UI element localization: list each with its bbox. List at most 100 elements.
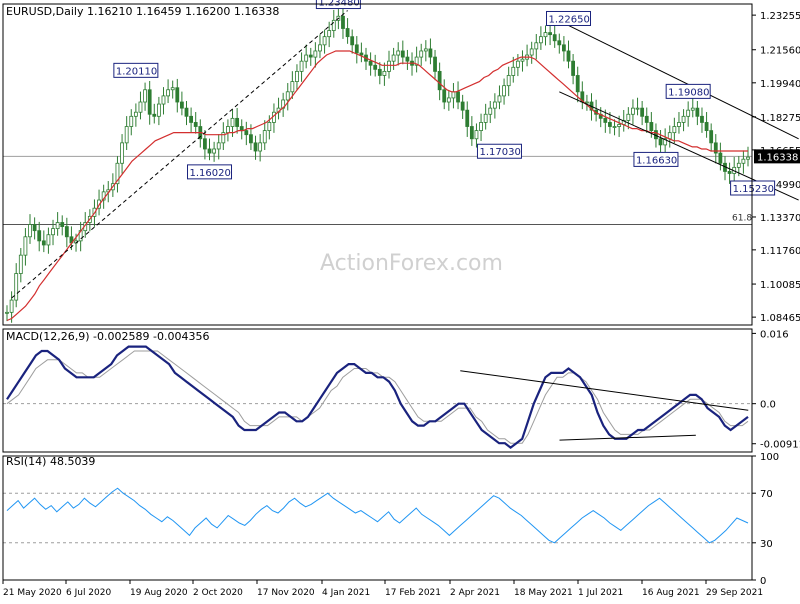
candle-body xyxy=(460,101,465,111)
candle-body xyxy=(133,111,138,117)
candle-body xyxy=(354,44,359,54)
candle-body xyxy=(538,36,543,44)
candle-body xyxy=(612,126,617,128)
candle-body xyxy=(400,50,405,58)
candle-body xyxy=(677,122,681,127)
candle-body xyxy=(18,254,23,274)
candle-body xyxy=(566,50,571,62)
candle-body xyxy=(51,228,55,236)
candle-body xyxy=(552,34,557,42)
candle-body xyxy=(290,81,295,93)
candle-body xyxy=(451,91,456,99)
candle-body xyxy=(502,85,506,97)
x-axis: 21 May 2020 6 Jul 2020 19 Aug 2020 2 Oct 20… xyxy=(2,580,763,598)
macd-line xyxy=(6,345,749,449)
candle-body xyxy=(193,122,198,127)
candle-body xyxy=(239,126,244,132)
candle-body xyxy=(327,30,332,38)
candle-body xyxy=(143,89,147,103)
candle-body xyxy=(649,122,654,132)
candle-body xyxy=(304,54,309,62)
rsi-y-tick-label: 100 xyxy=(760,452,779,463)
rsi-panel: 100 70 30 0 xyxy=(3,452,779,587)
candle-body xyxy=(138,101,143,113)
x-tick-label: 18 May 2021 xyxy=(514,588,573,598)
last-price-label: 1.16338 xyxy=(757,152,798,163)
candle-body xyxy=(331,19,336,31)
candle-body xyxy=(382,70,387,76)
annotation-box xyxy=(633,151,679,167)
price-trendline xyxy=(568,24,799,140)
candle-body xyxy=(313,50,318,58)
candle-body xyxy=(322,36,327,46)
candle-body xyxy=(41,240,46,246)
candle-body xyxy=(129,115,134,127)
candle-body xyxy=(492,101,497,109)
candle-body xyxy=(230,117,235,127)
candle-body xyxy=(170,87,175,91)
candle-body xyxy=(483,113,488,123)
price-y-tick-label: 1.18275 xyxy=(760,113,800,124)
x-tick-label: 17 Feb 2021 xyxy=(385,588,441,598)
candle-body xyxy=(124,126,129,144)
candle-body xyxy=(658,138,663,146)
rsi-y-tick-label: 0 xyxy=(760,576,766,587)
candle-body xyxy=(423,48,428,52)
x-tick-label: 2 Oct 2020 xyxy=(193,588,243,598)
candle-body xyxy=(585,101,589,104)
candle-body xyxy=(515,60,520,68)
annotation-label: 1.19080 xyxy=(668,87,709,98)
fib-level-label: 61.8 xyxy=(732,214,752,224)
macd-y-tick-label: -0.009116 xyxy=(760,440,800,451)
candle-body xyxy=(405,56,410,62)
candle-body xyxy=(631,107,635,115)
candle-body xyxy=(285,91,290,101)
price-y-tick-label: 1.13370 xyxy=(760,213,800,224)
candle-body xyxy=(235,117,240,127)
candle-body xyxy=(216,142,221,150)
candle-body xyxy=(617,124,622,127)
candle-body xyxy=(189,115,193,123)
candle-body xyxy=(212,148,217,154)
annotation-box xyxy=(187,164,233,180)
price-panel: 1.232551.215601.199401.182751.166551.149… xyxy=(3,0,800,324)
panel-frame-macd xyxy=(2,328,753,453)
candle-body xyxy=(511,66,516,76)
candle-body xyxy=(341,15,345,29)
rsi-line xyxy=(6,487,749,544)
candle-body xyxy=(437,70,442,91)
candle-body xyxy=(295,70,299,82)
candle-body xyxy=(184,107,189,117)
candle-body xyxy=(161,95,166,105)
candle-body xyxy=(46,234,51,246)
candle-body xyxy=(253,142,258,152)
price-y-tick-label: 1.08465 xyxy=(760,313,800,324)
candle-body xyxy=(60,222,65,227)
candle-body xyxy=(474,130,479,140)
macd-signal-line xyxy=(6,350,749,444)
candle-body xyxy=(718,152,723,164)
candle-body xyxy=(529,48,534,56)
annotation-label: 1.16020 xyxy=(190,168,231,179)
candle-body xyxy=(23,236,28,256)
candle-body xyxy=(488,107,493,115)
candle-body xyxy=(9,299,14,313)
candle-body xyxy=(396,50,401,56)
candle-body xyxy=(207,148,212,154)
candle-body xyxy=(479,122,483,132)
candle-body xyxy=(156,103,161,117)
x-tick-label: 2 Apr 2021 xyxy=(450,588,500,598)
x-tick-label: 4 Jan 2021 xyxy=(322,588,370,598)
candle-body xyxy=(465,109,470,127)
candle-body xyxy=(506,75,511,87)
panel-frame-price xyxy=(2,3,753,326)
candle-body xyxy=(368,60,373,66)
candle-body xyxy=(626,113,631,121)
annotation-label: 1.22650 xyxy=(549,14,590,25)
macd-title: MACD(12,26,9) -0.002589 -0.004356 xyxy=(6,330,209,343)
candle-body xyxy=(120,142,124,164)
candle-body xyxy=(179,101,184,109)
candle-body xyxy=(64,226,69,238)
candle-body xyxy=(497,95,502,103)
